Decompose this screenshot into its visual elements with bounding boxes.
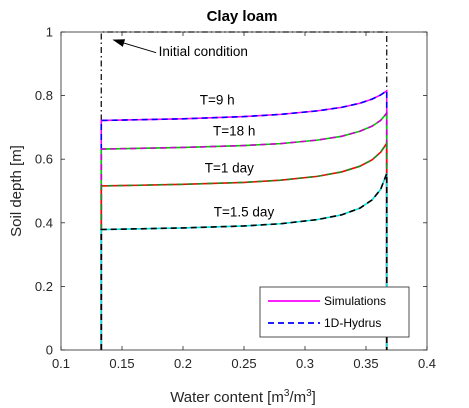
curve-label-1: T=18 h [213, 124, 255, 139]
x-tick-label: 0.3 [296, 356, 314, 371]
initial-condition-arrow [112, 39, 157, 54]
x-tick-label: 0.25 [231, 356, 256, 371]
curve-label-2: T=1 day [205, 161, 254, 176]
hydrus-curve-2 [100, 140, 388, 350]
profiles-layer [100, 31, 388, 350]
legend-label-1: 1D-Hydrus [324, 316, 381, 330]
hydrus-curve-3 [100, 173, 388, 350]
y-tick-label: 0.4 [35, 215, 53, 230]
curve-label-0: T=9 h [200, 93, 235, 108]
y-tick-label: 0 [46, 343, 53, 358]
y-tick-label: 0.2 [35, 279, 53, 294]
initial-condition-label: Initial condition [159, 44, 248, 59]
hydrus-curve-1 [100, 110, 388, 350]
curve-label-3: T=1.5 day [214, 204, 275, 219]
legend: Simulations 1D-Hydrus [259, 286, 410, 338]
x-tick-label: 0.35 [353, 356, 378, 371]
x-tick-label: 0.2 [174, 356, 192, 371]
chart-title: Clay loam [207, 8, 278, 25]
y-axis-title: Soil depth [m] [8, 145, 25, 237]
x-tick-label: 0.4 [418, 356, 436, 371]
hydrus-curve-0 [100, 89, 388, 350]
x-tick-label: 0.15 [109, 356, 134, 371]
axes-layer: 0.1 0.15 0.2 0.25 0.3 0.35 0.4 0 0.2 0.4 0.6 0.8 1 [35, 25, 436, 372]
x-axis-title: Water content [m3/m3] [170, 388, 316, 406]
legend-label-0: Simulations [324, 294, 386, 308]
x-tick-label: 0.1 [52, 356, 70, 371]
y-tick-label: 0.6 [35, 152, 53, 167]
labels-layer: T=9 h T=18 h T=1 day T=1.5 day Initial condi… [112, 39, 275, 219]
y-tick-label: 0.8 [35, 88, 53, 103]
legend-box [259, 286, 410, 338]
y-tick-label: 1 [46, 25, 53, 40]
